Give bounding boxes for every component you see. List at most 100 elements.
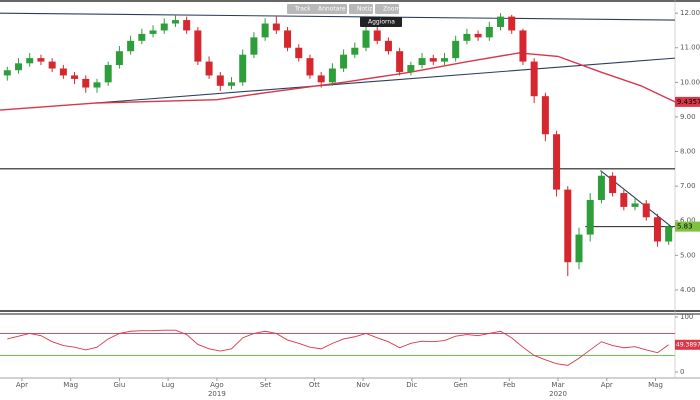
trendline xyxy=(0,12,676,21)
trendline xyxy=(94,57,676,104)
candle-body xyxy=(452,40,460,59)
price-tag-label: 9.4357 xyxy=(677,98,700,106)
candle-body xyxy=(317,75,325,83)
y-tick-label: 8.00 xyxy=(680,148,696,156)
candle-body xyxy=(642,203,650,218)
candle-body xyxy=(530,61,538,97)
candle-body xyxy=(631,203,639,207)
candle-body xyxy=(373,30,381,41)
price-tag xyxy=(675,96,700,107)
x-tick-label: Lug xyxy=(162,381,175,389)
x-tick-label: Giu xyxy=(113,381,125,389)
x-tick-label: Ott xyxy=(309,381,320,389)
candle-body xyxy=(384,40,392,52)
candle-body xyxy=(620,193,628,207)
candle-body xyxy=(261,23,269,38)
year-label: 2020 xyxy=(549,390,567,398)
candle-body xyxy=(48,61,56,69)
candle-body xyxy=(3,70,11,76)
x-tick-label: Apr xyxy=(601,381,613,389)
y-tick-label: 4.00 xyxy=(680,286,696,294)
candle-body xyxy=(351,47,359,55)
candle-body xyxy=(183,20,191,31)
x-tick-label: Set xyxy=(260,381,272,389)
toolbar-button[interactable]: Aggiorna xyxy=(360,17,402,27)
rsi-tick-label: 100 xyxy=(680,313,693,321)
button-bg xyxy=(310,4,347,14)
rsi-tag xyxy=(675,339,700,350)
candle-body xyxy=(429,58,437,62)
x-tick-label: Mar xyxy=(551,381,564,389)
candle-body xyxy=(93,82,101,88)
candle-body xyxy=(541,96,549,135)
candle-body xyxy=(37,58,45,62)
candle-body xyxy=(553,134,561,190)
button-label: Aggiorna xyxy=(368,19,395,26)
button-label: Track xyxy=(294,6,311,13)
candle-body xyxy=(160,23,168,31)
rsi-line xyxy=(7,329,669,366)
y-tick-label: 9.00 xyxy=(680,113,696,121)
moving-average xyxy=(0,52,676,111)
x-tick-label: Ago xyxy=(210,381,224,389)
rsi-tag-label: 49.3897 xyxy=(676,341,700,348)
y-tick-label: 10.00 xyxy=(680,78,700,86)
candle-body xyxy=(115,51,123,66)
candle-body xyxy=(609,175,617,194)
toolbar-button[interactable]: Track xyxy=(287,4,311,14)
candle-body xyxy=(205,61,213,76)
candle-body xyxy=(362,30,370,48)
candle-body xyxy=(15,63,23,71)
price-tag-label: 5.83 xyxy=(677,223,693,231)
button-label: Zoom xyxy=(383,6,400,13)
candle-body xyxy=(328,68,336,83)
button-bg xyxy=(360,17,402,27)
button-label: Annotare xyxy=(318,6,346,13)
candle-body xyxy=(239,54,247,83)
toolbar-button[interactable]: Annotare xyxy=(310,4,347,14)
toolbar-button[interactable]: Zoom xyxy=(375,4,400,14)
candle-body xyxy=(586,199,594,235)
candle-body xyxy=(127,40,135,52)
candle-body xyxy=(564,189,572,263)
candle-body xyxy=(575,234,583,263)
candle-body xyxy=(104,65,112,83)
candle-body xyxy=(597,175,605,200)
candle-body xyxy=(418,58,426,66)
rsi-tick-label: 0 xyxy=(680,368,684,376)
price-tag xyxy=(675,221,700,232)
candle-body xyxy=(82,78,90,88)
toolbar-button[interactable]: Notizie xyxy=(349,4,378,14)
x-tick-label: Apr xyxy=(16,381,28,389)
candle-body xyxy=(71,75,79,79)
x-tick-label: Mag xyxy=(63,381,78,389)
candle-body xyxy=(59,68,67,76)
y-tick-label: 5.00 xyxy=(680,251,696,259)
candle-body xyxy=(227,82,235,86)
x-tick-label: Feb xyxy=(503,381,516,389)
candle-body xyxy=(250,37,258,55)
candle-body xyxy=(440,58,448,62)
y-tick-label: 12.00 xyxy=(680,9,700,17)
candle-body xyxy=(194,30,202,62)
candle-body xyxy=(519,30,527,62)
y-tick-label: 6.00 xyxy=(680,217,696,225)
button-bg xyxy=(287,4,311,14)
candle-body xyxy=(463,33,471,41)
candle-body xyxy=(171,20,179,24)
candle-body xyxy=(396,51,404,72)
y-tick-label: 11.00 xyxy=(680,44,700,52)
candle-body xyxy=(138,33,146,41)
candle-body xyxy=(340,54,348,69)
candle-body xyxy=(272,23,280,31)
year-label: 2019 xyxy=(208,390,226,398)
candle-body xyxy=(474,33,482,38)
button-bg xyxy=(349,4,373,14)
candle-body xyxy=(295,47,303,59)
x-tick-label: Dic xyxy=(406,381,417,389)
x-tick-label: Nov xyxy=(356,381,370,389)
candle-body xyxy=(508,16,516,31)
candle-body xyxy=(26,58,34,64)
